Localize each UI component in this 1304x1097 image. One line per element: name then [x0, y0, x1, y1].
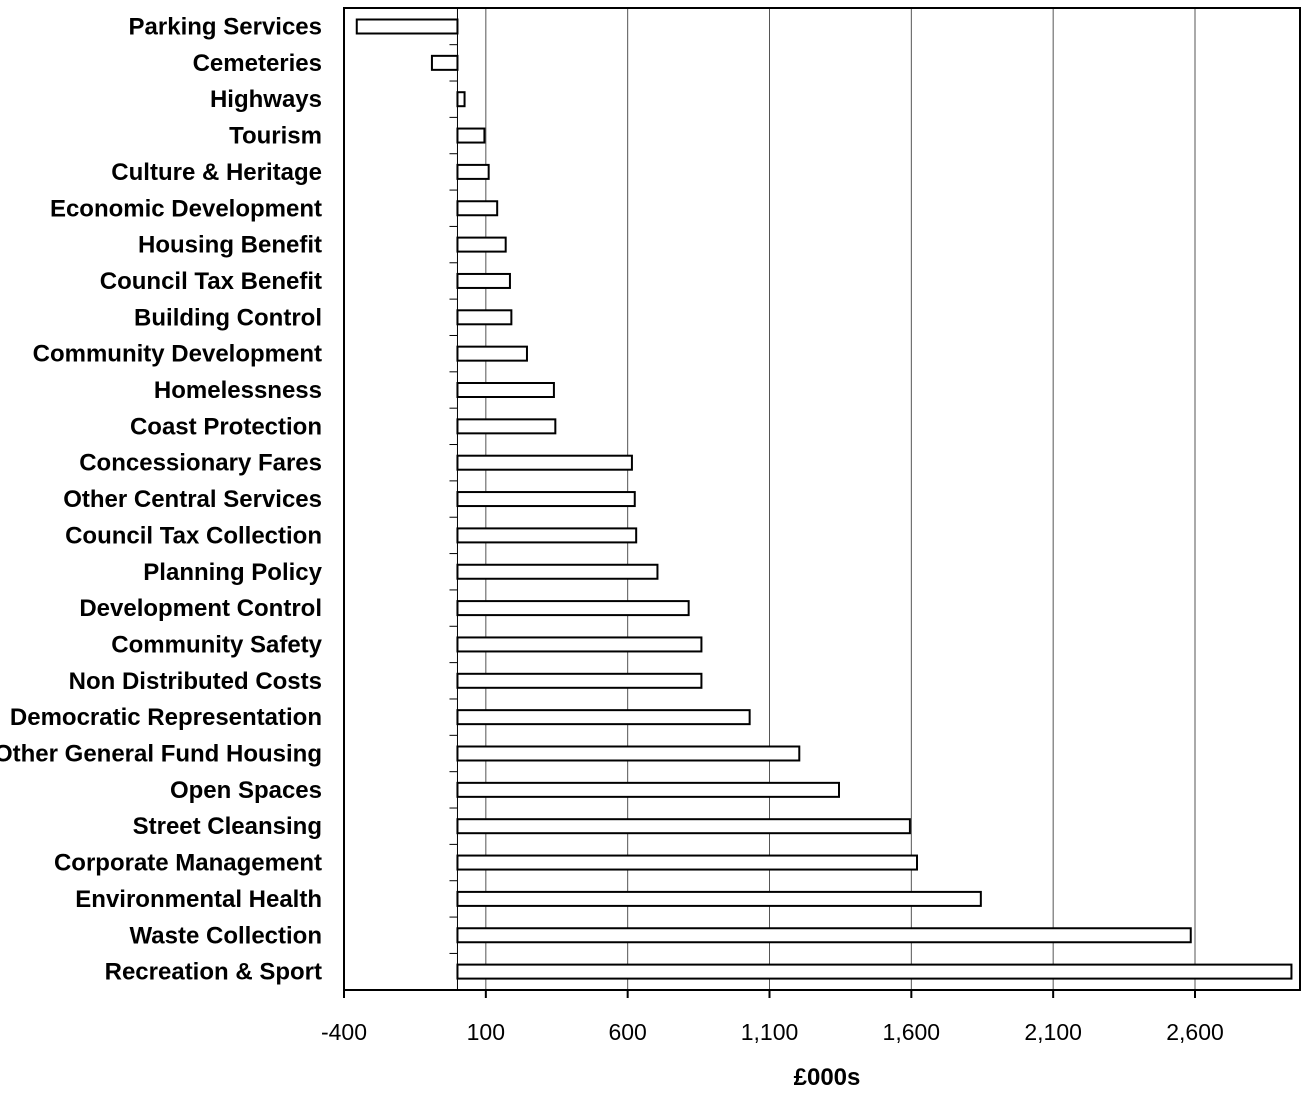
axes — [343, 7, 1301, 998]
category-label: Community Development — [33, 341, 322, 368]
bar — [456, 854, 919, 871]
category-label: Culture & Heritage — [111, 159, 322, 186]
bar — [456, 709, 751, 726]
bar — [456, 890, 982, 907]
category-label: Open Spaces — [170, 777, 322, 804]
category-label: Recreation & Sport — [105, 959, 322, 986]
bar — [456, 927, 1192, 944]
category-label: Homelessness — [154, 377, 322, 404]
bar — [456, 418, 557, 435]
category-label: Other General Fund Housing — [0, 741, 322, 768]
x-tick-label: 1,100 — [741, 1019, 799, 1045]
bar — [456, 309, 513, 326]
x-tick-label: 2,100 — [1024, 1019, 1082, 1045]
bar — [456, 818, 911, 835]
bar — [355, 18, 459, 35]
bar — [456, 200, 499, 217]
bar — [456, 127, 486, 144]
category-label: Planning Policy — [143, 559, 322, 586]
bar — [456, 745, 801, 762]
category-labels: Parking Services Cemeteries Highways Touris… — [0, 14, 323, 986]
category-label: Development Control — [79, 595, 322, 622]
bar — [456, 963, 1293, 980]
category-label: Tourism — [229, 123, 322, 150]
bar — [456, 382, 555, 398]
category-label: Parking Services — [129, 14, 322, 41]
bar — [456, 636, 703, 653]
bar — [456, 491, 636, 508]
x-axis-label: £000s — [794, 1064, 861, 1091]
category-label: Other Central Services — [63, 486, 322, 513]
x-tick-label: 100 — [467, 1019, 505, 1045]
bar — [456, 527, 638, 544]
category-label: Democratic Representation — [10, 704, 322, 731]
category-label: Street Cleansing — [133, 813, 322, 840]
bar — [456, 781, 840, 798]
bar — [456, 163, 490, 180]
bar — [456, 600, 690, 617]
bar — [430, 54, 459, 71]
category-label: Corporate Management — [54, 850, 322, 877]
bar — [456, 91, 466, 108]
category-label: Council Tax Collection — [65, 522, 322, 549]
x-tick-labels: -400 100 600 1,100 1,600 2,100 2,600 — [321, 1019, 1224, 1045]
x-tick-label: 2,600 — [1166, 1019, 1224, 1045]
x-tick-label: -400 — [321, 1019, 367, 1045]
bars — [355, 18, 1293, 980]
x-tick-label: 600 — [608, 1019, 646, 1045]
bar — [456, 672, 703, 689]
plot-frame — [343, 7, 1301, 991]
bar — [456, 345, 528, 362]
category-label: Community Safety — [111, 631, 322, 658]
bar — [456, 236, 507, 253]
category-label: Non Distributed Costs — [69, 668, 322, 695]
bar — [456, 272, 511, 289]
category-label: Waste Collection — [130, 922, 322, 949]
category-label: Concessionary Fares — [79, 450, 322, 477]
category-label: Council Tax Benefit — [100, 268, 322, 295]
category-label: Coast Protection — [130, 413, 322, 440]
category-label: Highways — [210, 86, 322, 113]
bar — [456, 454, 633, 471]
category-label: Environmental Health — [75, 886, 322, 913]
category-label: Building Control — [134, 304, 322, 331]
category-label: Housing Benefit — [138, 232, 322, 259]
category-label: Economic Development — [50, 195, 322, 222]
bar — [456, 563, 659, 580]
x-tick-label: 1,600 — [883, 1019, 941, 1045]
category-label: Cemeteries — [193, 50, 322, 77]
